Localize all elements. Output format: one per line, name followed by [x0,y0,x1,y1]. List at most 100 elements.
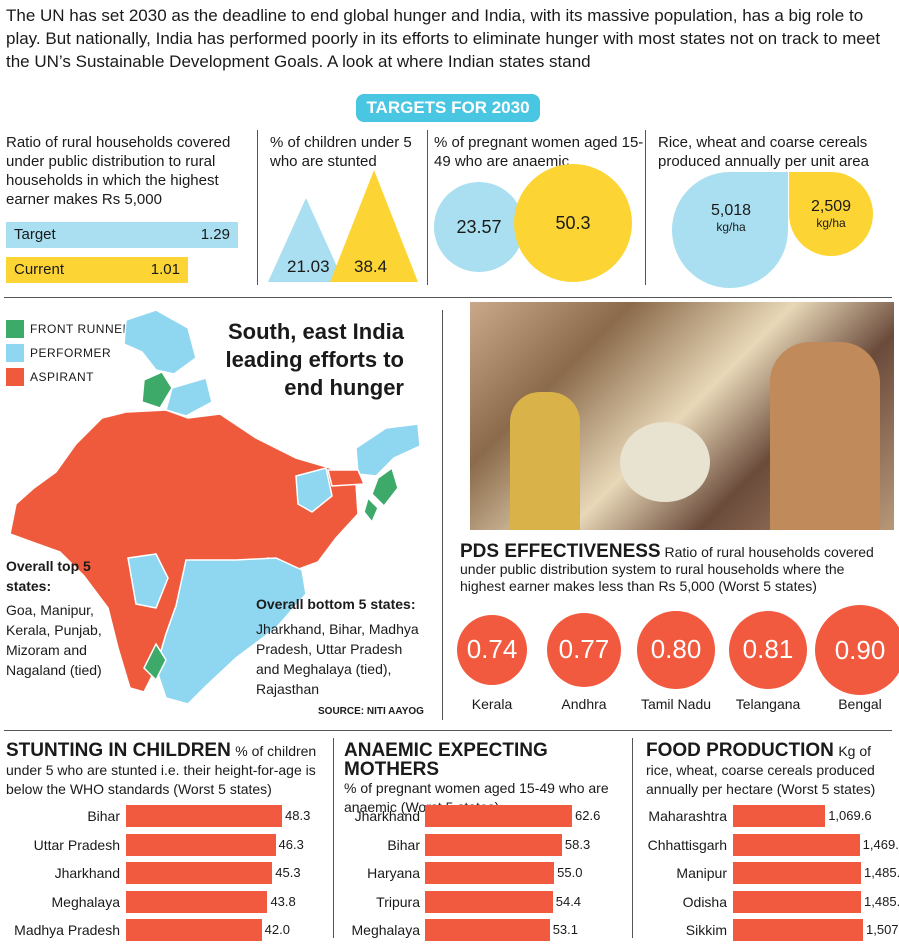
bar-category-label: Maharashtra [648,808,727,824]
bar-value-label: 1,507.9 [866,922,899,937]
bar [126,805,282,827]
food-target-unit: kg/ha [716,220,746,234]
bar-value-label: 62.6 [575,808,601,823]
pds-subtitle: Ratio of rural households covered under … [460,544,874,594]
bar-value-label: 1,469.2 [862,836,899,852]
bar-category-label: Uttar Pradesh [33,836,120,853]
food-title: FOOD PRODUCTION [646,740,834,761]
bar-category-label: Madhya Pradesh [14,922,120,938]
pds-title: PDS EFFECTIVENESS [460,541,661,562]
current-label: Current [14,261,65,278]
food-current-unit: kg/ha [816,216,846,230]
pds-circle: 0.74 [456,614,528,686]
bar [733,919,863,941]
anaemic-current-circle: 50.3 [514,164,632,282]
bar [126,890,268,913]
bar-value-label: 46.3 [278,836,304,852]
food-subtitle: Kg of rice, wheat, coarse cereals produc… [646,743,876,797]
stunted-target-label: % of children under 5 who are stunted [270,134,412,170]
bar-category-label: Tripura [376,893,420,910]
bottom-states-title: Overall bottom 5 states: [256,596,416,612]
map-title: South, east India leading efforts to end… [225,319,404,400]
bar [733,862,862,884]
photo-figure-right [770,342,880,530]
india-map [9,309,421,705]
pds-category-label: Kerala [471,696,513,712]
pds-category-label: Andhra [561,696,607,712]
pds-target-label: Ratio of rural households covered under … [6,134,231,208]
top-states-list: Goa, Manipur, Kerala, Punjab, Mizoram an… [6,602,102,678]
map-region-himachal [165,377,213,417]
bar-category-label: Sikkim [685,922,727,938]
bar-category-label: Meghalaya [351,922,421,938]
stunting-subtitle: % of children under 5 who are stunted i.… [6,743,317,797]
stunted-target-triangle [268,198,344,282]
bar-category-label: Haryana [367,865,420,881]
stunted-triangles [268,170,418,282]
food-target-value: 5,018 [710,202,752,219]
bar [425,862,555,884]
legend-aspirant: ASPIRANT [30,370,95,384]
pds-circle: 0.77 [547,613,621,687]
pds-target-bar: Target 1.29 [6,222,238,248]
food-current-value: 2,509 [810,198,852,215]
pds-circle: 0.81 [728,610,808,690]
food-header: FOOD PRODUCTION Kg of rice, wheat, coars… [646,741,894,799]
map-region-south [155,557,307,705]
bar-value-label: 1,485.2 [864,893,899,909]
bar-value-label: 42.0 [264,922,290,937]
pds-category-label: Telangana [735,696,801,712]
bar [425,919,550,941]
divider [257,130,258,285]
legend-performer: PERFORMER [30,346,112,360]
map-region-maharashtra-part [127,553,169,609]
bar-category-label: Chhattisgarh [647,836,727,853]
pds-photo [470,302,894,530]
source: SOURCE: NITI AAYOG [318,706,424,717]
bar [733,890,862,913]
bar-category-label: Jharkhand [354,808,420,824]
pds-category-label: Bengal [838,696,882,712]
legend-aspirant-swatch [6,368,24,386]
bar [126,919,262,941]
bar [733,833,860,856]
bar [425,805,572,827]
bar-category-label: Meghalaya [51,893,121,910]
bar-category-label: Odisha [682,893,727,910]
food-current-shape [789,172,873,256]
stunting-title: STUNTING IN CHILDREN [6,740,231,761]
anaemic-target-circle: 23.57 [434,182,524,272]
bar-value-label: 54.4 [555,893,582,909]
bar [733,805,826,827]
pds-header: PDS EFFECTIVENESS Ratio of rural househo… [460,541,892,595]
divider [427,130,428,285]
anaemic-target-label: % of pregnant women aged 15-49 who are a… [434,134,644,170]
bar-category-label: Bihar [87,808,120,824]
stunted-current-value: 38.4 [354,257,388,276]
bar-value-label: 48.3 [285,808,311,823]
stunting-header: STUNTING IN CHILDREN % of children under… [6,741,326,799]
pds-circle: 0.90 [815,605,899,695]
bar-category-label: Bihar [387,836,420,853]
divider [442,310,443,720]
targets-banner: TARGETS FOR 2030 [356,94,540,122]
food-target-shape [672,172,788,288]
legend-front-runner-swatch [6,320,24,338]
legend-front-runner: FRONT RUNNER [30,322,132,336]
bar-category-label: Manipur [676,865,727,881]
map-region-kerala [143,642,167,682]
bar-charts-area: Bihar 48.3 Uttar Pradesh 46.3 Jharkhand 45.3 M… [0,800,899,946]
bottom-states-list: Jharkhand, Bihar, Madhya Pradesh, Uttar … [256,621,419,697]
bar-value-label: 58.3 [564,836,591,852]
food-target-text: 5,018 kg/ha [703,202,759,234]
map-region-manipur [371,466,399,508]
current-value: 1.01 [150,261,180,278]
map-region-meghalaya [327,469,366,487]
pds-circle: 0.80 [637,611,715,689]
stunted-current-triangle [330,170,418,282]
bar-value-label: 55.0 [557,865,583,880]
map-region-bengal [295,467,333,513]
pds-current-bar: Current 1.01 [6,257,188,283]
bar-value-label: 1,485.1 [864,865,899,880]
target-label: Target [14,226,56,243]
